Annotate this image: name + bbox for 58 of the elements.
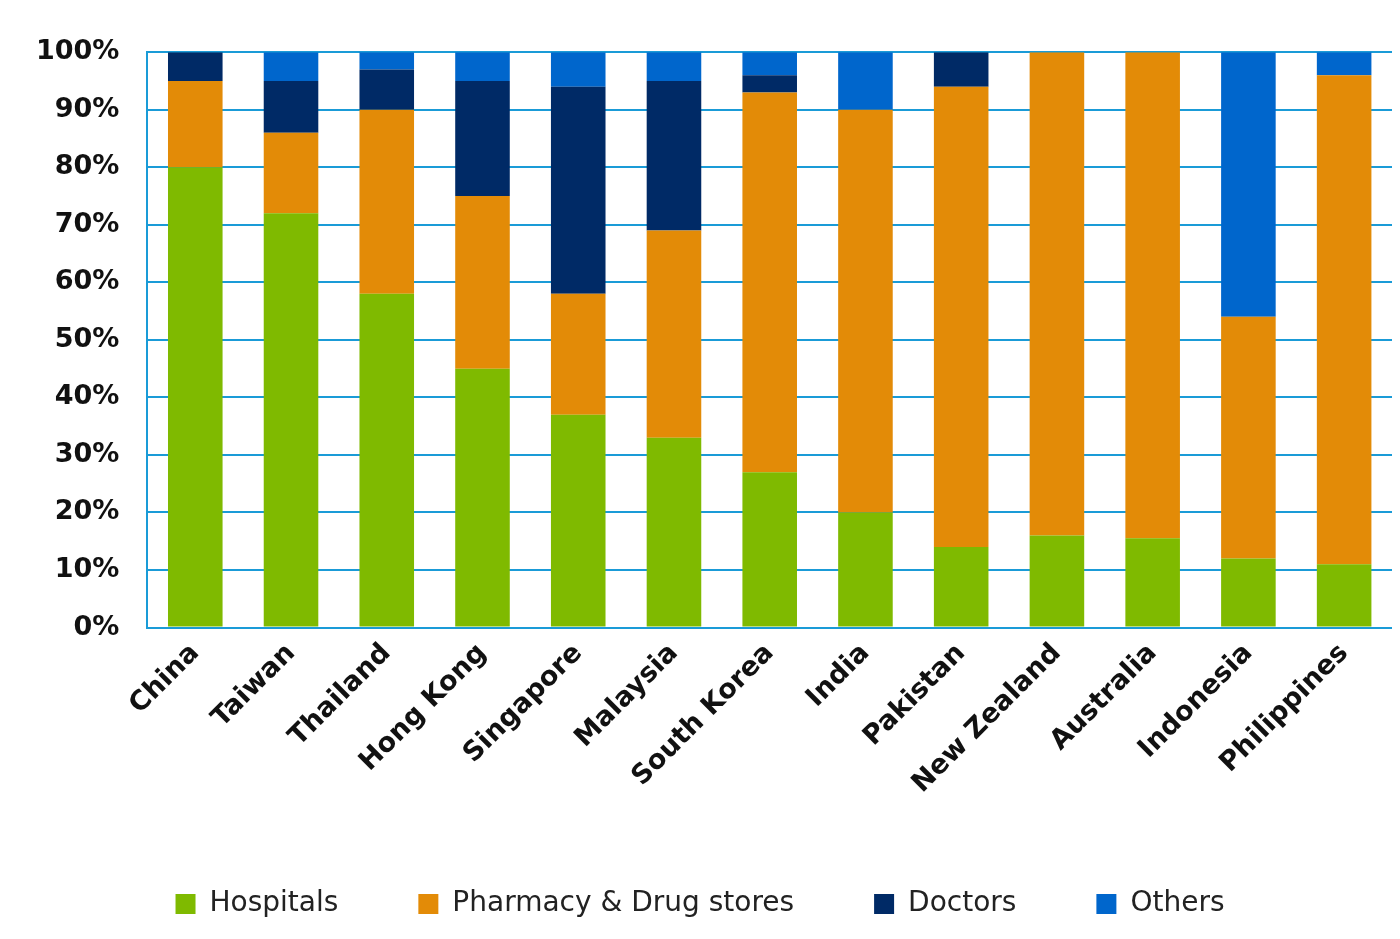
bar bbox=[168, 80, 223, 168]
bar bbox=[1316, 75, 1372, 565]
legend-label: Pharmacy & Drug stores bbox=[452, 885, 795, 919]
y-tick-label: 100% bbox=[35, 34, 120, 66]
bar bbox=[550, 293, 606, 415]
bar bbox=[263, 80, 319, 133]
bar bbox=[455, 52, 510, 81]
y-tick-label: 90% bbox=[54, 91, 120, 123]
bar bbox=[455, 368, 510, 627]
y-tick-label: 60% bbox=[54, 264, 120, 296]
bar bbox=[933, 52, 989, 87]
bar bbox=[1125, 538, 1180, 627]
bar bbox=[263, 213, 319, 627]
bar bbox=[1221, 316, 1276, 559]
bar bbox=[359, 293, 415, 627]
bar bbox=[742, 52, 797, 76]
bar bbox=[742, 92, 797, 473]
legend-label: Others bbox=[1130, 885, 1225, 919]
bar bbox=[933, 546, 989, 627]
y-tick-label: 50% bbox=[54, 321, 120, 353]
bar bbox=[263, 132, 319, 214]
bar bbox=[838, 512, 893, 627]
y-tick-label: 80% bbox=[54, 149, 120, 181]
bar bbox=[550, 414, 606, 627]
bar bbox=[1221, 52, 1276, 317]
bar bbox=[263, 52, 319, 81]
bar bbox=[550, 86, 606, 294]
bar bbox=[646, 437, 702, 627]
bar bbox=[838, 52, 893, 110]
bar bbox=[1316, 52, 1372, 76]
bar bbox=[359, 109, 415, 294]
y-tick-label: 30% bbox=[54, 436, 120, 468]
bar bbox=[1029, 535, 1085, 627]
bar bbox=[168, 52, 223, 81]
bar bbox=[646, 80, 702, 231]
bar bbox=[742, 472, 797, 627]
y-tick-label: 70% bbox=[54, 206, 120, 238]
bar bbox=[455, 196, 510, 369]
bar bbox=[1029, 52, 1085, 536]
bar bbox=[933, 86, 989, 547]
bar bbox=[742, 75, 797, 93]
y-tick-label: 40% bbox=[54, 379, 120, 411]
y-tick-label: 0% bbox=[73, 609, 120, 641]
bar bbox=[646, 52, 702, 81]
bar bbox=[550, 52, 606, 87]
legend-label: Doctors bbox=[908, 885, 1017, 919]
y-tick-label: 10% bbox=[54, 552, 120, 583]
legend-label: Hospitals bbox=[209, 885, 339, 919]
bar bbox=[1125, 52, 1180, 539]
bar bbox=[1221, 558, 1276, 627]
bar bbox=[359, 52, 415, 70]
y-tick-label: 20% bbox=[54, 494, 120, 526]
bar bbox=[646, 230, 702, 438]
bar bbox=[455, 80, 510, 197]
bar bbox=[838, 109, 893, 513]
bar bbox=[1316, 564, 1372, 627]
bar bbox=[359, 69, 415, 110]
bar bbox=[168, 167, 223, 627]
